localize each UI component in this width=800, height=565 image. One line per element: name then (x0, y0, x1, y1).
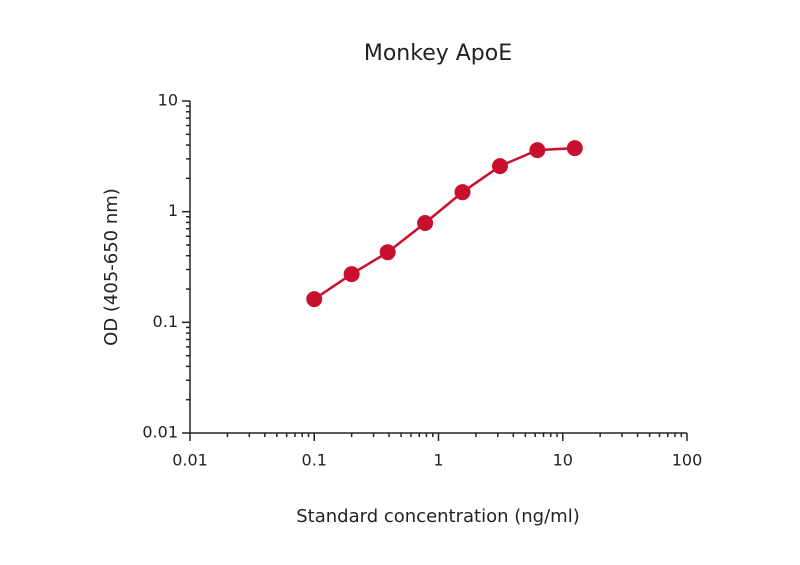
data-point (306, 291, 323, 308)
data-point (491, 158, 508, 175)
data-point (566, 140, 583, 157)
data-point (343, 266, 360, 283)
y-tick-label: 10 (158, 91, 178, 110)
x-tick-label: 0.1 (302, 451, 327, 470)
x-tick-label: 10 (553, 451, 573, 470)
data-point (417, 214, 434, 231)
y-tick-label: 0.1 (153, 312, 178, 331)
data-point (529, 142, 546, 159)
x-tick-label: 100 (672, 451, 703, 470)
y-tick-label: 0.01 (142, 423, 178, 442)
data-point (379, 244, 396, 261)
chart-title: Monkey ApoE (364, 41, 512, 66)
x-tick-label: 0.01 (172, 451, 208, 470)
x-tick-label: 1 (433, 451, 443, 470)
y-tick-label: 1 (168, 201, 178, 220)
data-point (454, 184, 471, 201)
y-axis-label: OD (405-650 nm) (101, 188, 122, 346)
x-axis-label: Standard concentration (ng/ml) (296, 506, 579, 527)
